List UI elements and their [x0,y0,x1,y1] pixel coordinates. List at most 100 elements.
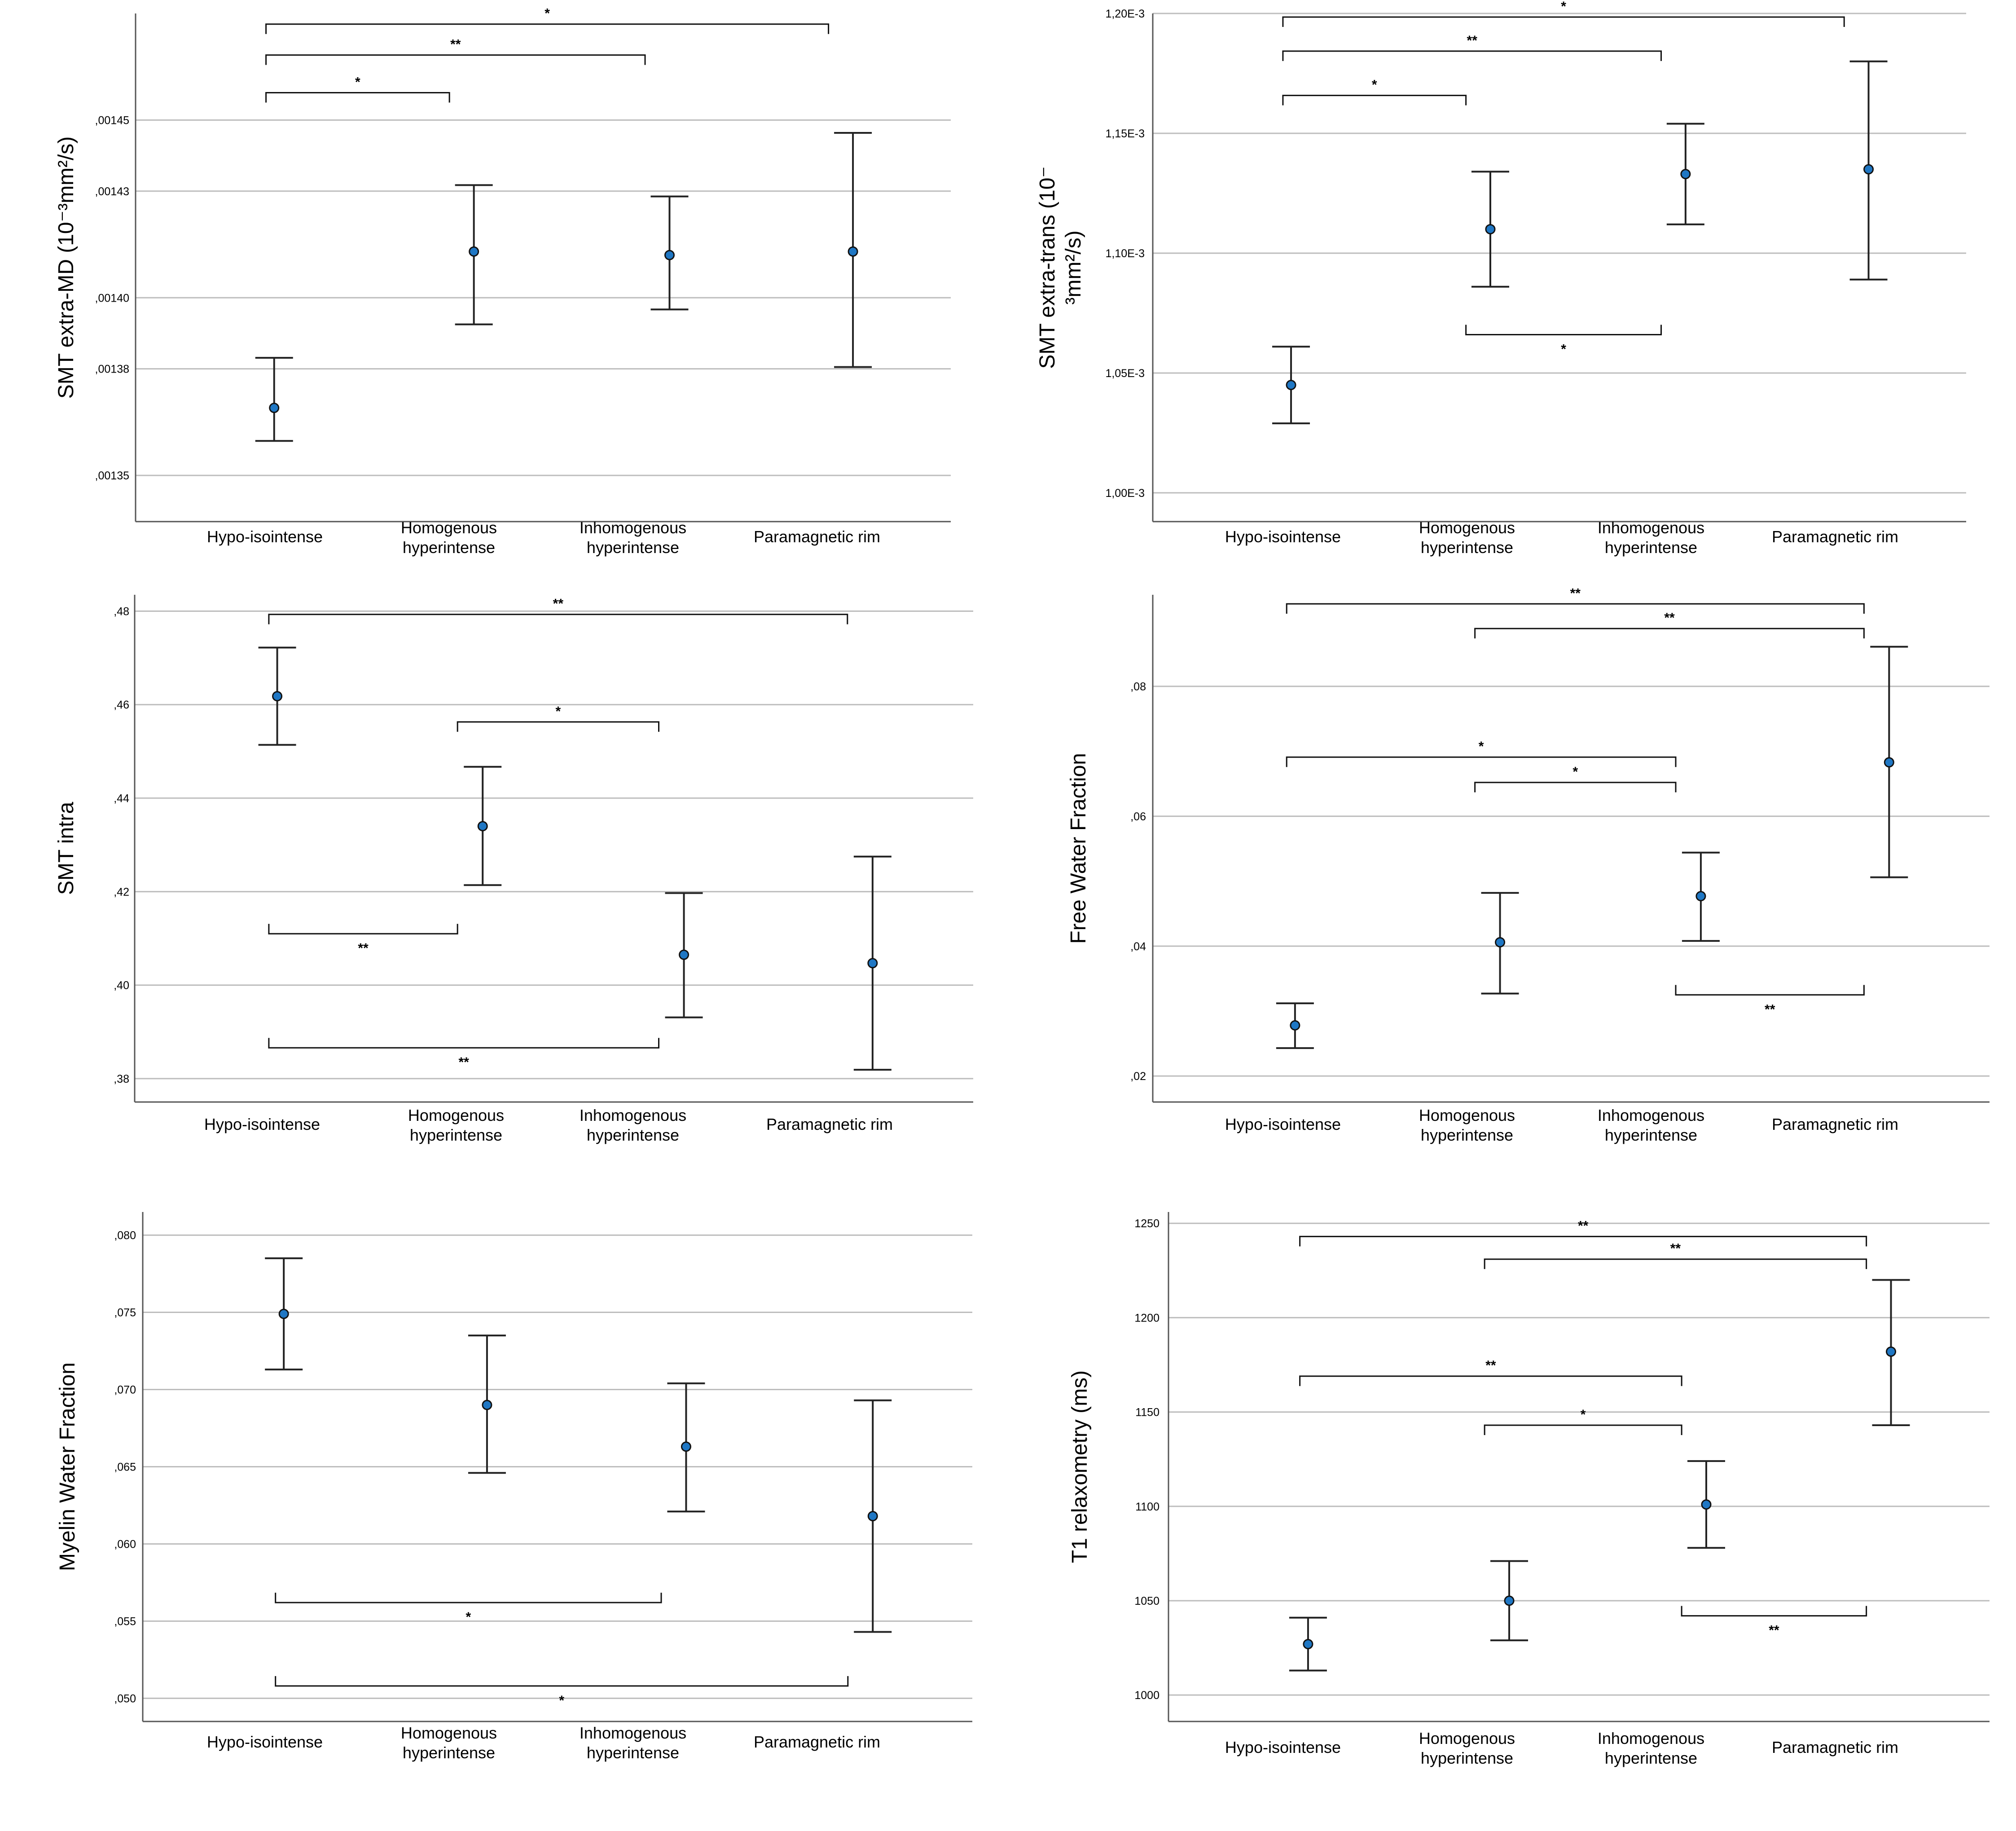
y-tick-label: 1250 [1134,1217,1160,1230]
significance-label: * [1572,764,1578,779]
significance-label: * [555,704,561,719]
category-label: Paramagnetic rim [754,527,880,546]
mean-point [1884,757,1894,768]
y-tick-label: 1000 [1134,1689,1160,1702]
category-label: Hypo-isointense [207,527,323,546]
mean-point [1680,169,1691,180]
category-label: Inhomogenous [580,1724,686,1742]
mean-point [1695,891,1706,901]
mean-point [1504,1595,1515,1606]
category-label: hyperintense [587,538,679,557]
mean-point [867,1511,878,1522]
mean-point [269,403,280,413]
significance-label: ** [459,1055,470,1070]
significance-bracket [268,614,848,624]
y-tick-label: 1,00E-3 [1105,487,1145,500]
chart-myelin-water-fraction: ,050 ,055 ,060 ,065 ,070 ,075 ,080 Myelin Water… [56,1212,972,1762]
y-tick-label: ,060 [114,1538,136,1550]
category-label: Inhomogenous [1598,518,1704,537]
significance-bracket [268,924,458,935]
significance-label: ** [358,941,369,956]
y-axis-title: SMT extra-MD (10⁻³mm²/s) [54,136,78,399]
category-label: Inhomogenous [1598,1729,1704,1748]
category-label: Paramagnetic rim [1772,1738,1898,1756]
significance-label: ** [1769,1623,1779,1638]
category-label: Hypo-isointense [1225,1115,1341,1133]
mean-point [664,250,675,260]
y-tick-label: ,04 [1130,940,1146,953]
mean-point [278,1308,289,1319]
y-tick-label: ,050 [114,1692,136,1705]
significance-label: * [355,75,360,90]
significance-bracket [1286,756,1677,767]
y-tick-label: ,46 [114,699,129,711]
significance-bracket [1282,95,1467,105]
significance-bracket [1282,16,1845,27]
category-label: Homogenous [408,1106,504,1124]
y-tick-label: ,38 [114,1073,129,1085]
significance-label: ** [1578,1219,1589,1234]
y-axis-title: Myelin Water Fraction [56,1362,79,1571]
y-tick-label: ,42 [114,886,129,898]
category-label: hyperintense [403,538,495,557]
chart-t1-relaxometry: 1000 1050 1100 1150 1200 1250 T1 relaxometry (… [1068,1212,1990,1767]
significance-bracket [1474,628,1865,639]
mean-point [1701,1499,1712,1510]
category-label: Inhomogenous [580,518,686,537]
significance-label: * [559,1693,564,1708]
mean-point [848,246,858,257]
mean-point [482,1400,492,1410]
category-label: hyperintense [1421,1749,1513,1767]
category-label: Paramagnetic rim [1772,1115,1898,1133]
y-tick-label: ,02 [1130,1070,1146,1083]
y-tick-label: 1050 [1134,1595,1160,1607]
y-axis-title: SMT extra-trans (10⁻ [1036,166,1059,369]
significance-bracket [1484,1258,1867,1269]
significance-bracket [265,92,450,103]
y-axis-title: T1 relaxometry (ms) [1068,1370,1092,1563]
category-label: Hypo-isointense [204,1115,320,1133]
significance-bracket [1675,985,1865,996]
significance-label: * [1581,1407,1586,1422]
significance-label: * [1561,342,1566,357]
significance-bracket [1465,325,1662,336]
significance-bracket [1299,1236,1867,1247]
significance-bracket [1299,1375,1682,1386]
category-label: Hypo-isointense [1225,527,1341,546]
mean-point [679,949,690,960]
y-tick-label: ,06 [1130,810,1146,823]
y-tick-label: 1200 [1134,1312,1160,1324]
chart-smt-extra-trans: 1,00E-3 1,05E-3 1,10E-3 1,15E-3 1,20E-3 SMT e… [1036,0,1966,557]
significance-label: * [466,1610,471,1625]
significance-label: ** [1664,610,1675,625]
significance-bracket [1474,782,1677,793]
significance-bracket [275,1676,849,1687]
category-label: Paramagnetic rim [754,1733,880,1751]
category-label: Paramagnetic rim [1772,527,1898,546]
significance-label: ** [1485,1358,1496,1373]
y-tick-label: 1,20E-3 [1105,8,1145,20]
category-label: hyperintense [1605,1126,1697,1144]
significance-bracket [1681,1606,1867,1617]
significance-label: ** [553,597,564,611]
significance-label: * [1479,739,1484,754]
mean-point [469,246,479,257]
y-tick-label: ,40 [114,979,129,992]
y-tick-label: ,48 [114,605,129,618]
mean-point [1495,937,1506,948]
mean-point [272,691,283,702]
significance-bracket [1484,1424,1682,1436]
category-label: hyperintense [1421,1126,1513,1144]
y-tick-label: ,08 [1130,681,1146,693]
significance-label: * [1561,0,1566,14]
mean-point [867,958,878,969]
significance-bracket [268,1038,659,1049]
category-label: hyperintense [587,1126,679,1144]
y-tick-label: ,055 [114,1615,136,1628]
chart-smt-extra-md: ,00135 ,00138 ,00140 ,00143 ,00145 SMT extra-… [54,6,951,557]
significance-bracket [1286,603,1865,614]
category-label: Hypo-isointense [1225,1738,1341,1756]
category-label: Homogenous [1419,1106,1515,1124]
y-tick-label: ,080 [114,1229,136,1242]
